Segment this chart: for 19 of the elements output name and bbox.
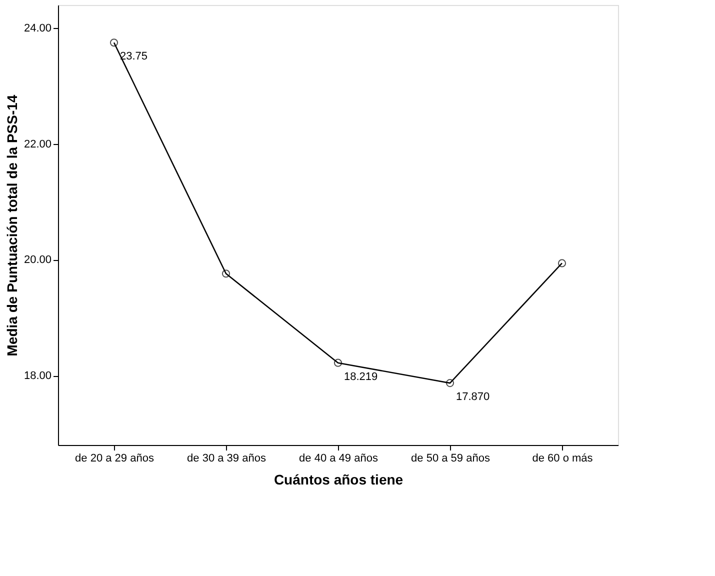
point: [110, 38, 118, 47]
x-tick-label: de 60 o más: [532, 452, 594, 464]
point: [446, 379, 454, 388]
x-tick-label: de 20 a 29 años: [75, 452, 154, 464]
x-tick-label: de 30 a 39 años: [187, 452, 266, 464]
y-tick-label: 18.00: [24, 370, 52, 382]
y-tick-label: 22.00: [24, 138, 52, 150]
y-tick-label: 20.00: [24, 254, 52, 266]
x-tick-label: de 50 a 59 años: [411, 452, 490, 464]
text: 17.870: [456, 391, 490, 404]
text: 18.219: [344, 370, 378, 383]
text: 23.75: [120, 50, 148, 63]
x-tick-label: de 40 a 49 años: [299, 452, 378, 464]
point: [558, 259, 566, 268]
x-axis-title: Cuántos años tiene: [274, 472, 404, 488]
point: [222, 270, 230, 278]
y-axis-title: Media de Puntuación total de la PSS-14: [4, 94, 20, 356]
y-tick-label: 24.00: [24, 22, 52, 35]
point: [334, 358, 342, 367]
